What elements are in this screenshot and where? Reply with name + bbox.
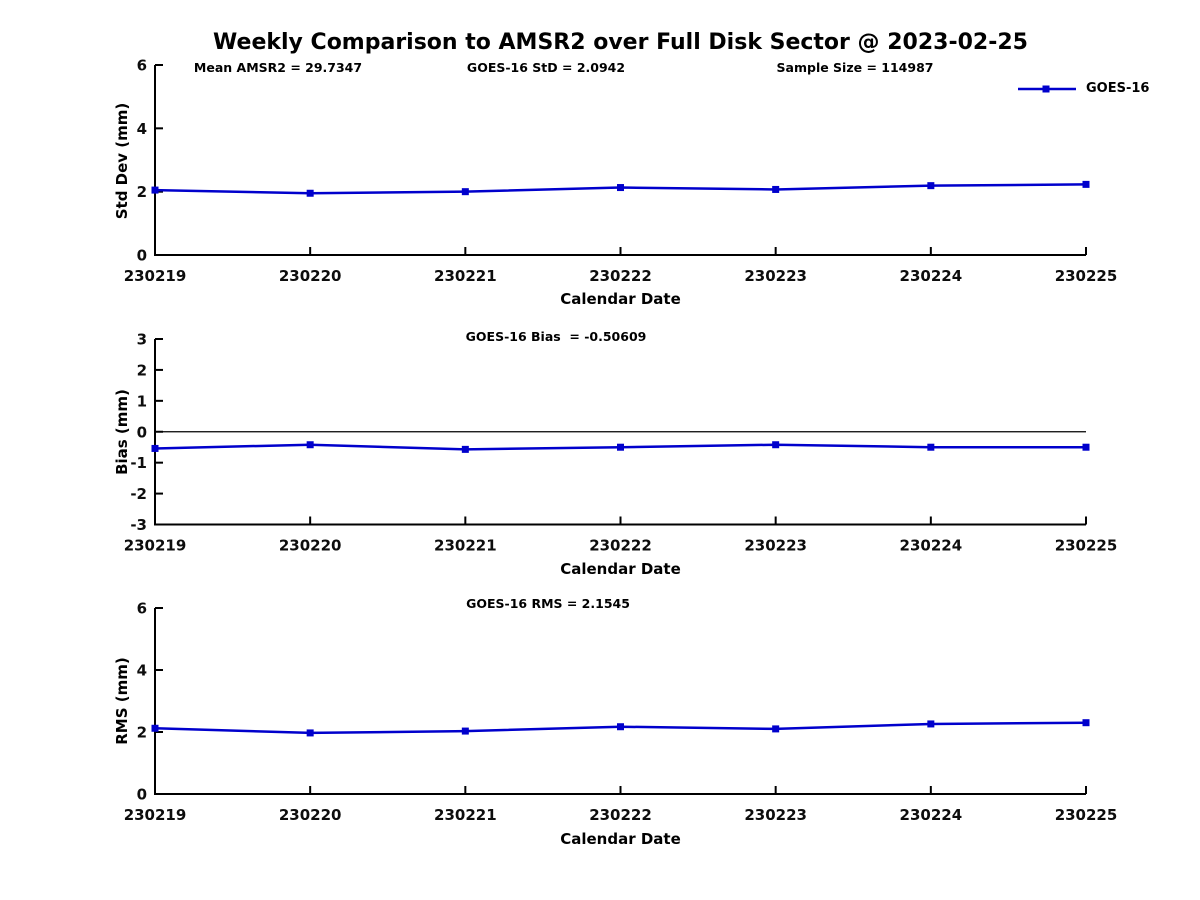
x-tick-label: 230225 (1055, 537, 1118, 555)
y-tick-label: 3 (137, 331, 147, 349)
x-tick-label: 230224 (900, 806, 963, 824)
x-tick-label: 230222 (589, 267, 652, 285)
y-tick-label: 4 (137, 120, 147, 138)
x-tick-label: 230223 (744, 267, 807, 285)
data-point-marker (306, 189, 314, 197)
data-point-marker (151, 186, 159, 194)
data-point-marker (772, 441, 780, 449)
data-point-marker (927, 182, 935, 190)
annotation-goes16-std: GOES-16 StD = 2.0942 (466, 60, 626, 75)
x-tick-label: 230219 (124, 537, 187, 555)
y-tick-label: 0 (137, 247, 147, 265)
x-tick-label: 230223 (744, 806, 807, 824)
y-tick-label: 6 (137, 600, 147, 618)
x-axis-title-std-dev: Calendar Date (560, 290, 681, 308)
x-tick-label: 230219 (124, 806, 187, 824)
data-point-marker (1082, 443, 1090, 451)
axes-frame (154, 65, 1086, 256)
x-tick-label: 230225 (1055, 806, 1118, 824)
annotation-goes16-rms: GOES-16 RMS = 2.1545 (466, 596, 630, 611)
data-point-marker (1082, 180, 1090, 188)
data-point-marker (151, 724, 159, 732)
data-point-marker (151, 444, 159, 452)
data-point-marker (306, 729, 314, 737)
data-point-marker (927, 720, 935, 728)
y-tick-label: 4 (137, 662, 147, 680)
data-point-marker (461, 727, 469, 735)
subplot-rms: 0 2 4 6 230219 230220 230221 230222 230223 230224… (124, 600, 1118, 825)
data-point-marker (772, 185, 780, 193)
data-point-marker (617, 184, 624, 192)
y-tick-label: 2 (137, 183, 147, 201)
legend-label-goes16: GOES-16 (1086, 81, 1150, 96)
x-tick-label: 230221 (434, 806, 497, 824)
y-tick-label: 0 (137, 786, 147, 804)
legend (1018, 85, 1076, 93)
y-tick-label: -2 (130, 485, 147, 503)
data-point-marker (617, 723, 624, 731)
y-tick-label: 6 (137, 57, 147, 75)
y-tick-label: -3 (130, 516, 147, 534)
x-tick-label: 230220 (279, 267, 342, 285)
x-tick-label: 230220 (279, 806, 342, 824)
annotation-goes16-bias: GOES-16 Bias = -0.50609 (465, 329, 647, 344)
x-tick-label: 230220 (279, 537, 342, 555)
x-axis-title-rms: Calendar Date (560, 830, 681, 848)
figure-title: Weekly Comparison to AMSR2 over Full Dis… (213, 30, 1028, 55)
x-tick-label: 230223 (744, 537, 807, 555)
x-axis-title-bias: Calendar Date (560, 560, 681, 578)
y-tick-label: 1 (137, 392, 147, 410)
subplot-bias: -3 -2 -1 0 1 2 3 230219 230220 230221 230222 230223… (124, 331, 1118, 555)
legend-marker-sample (1042, 85, 1050, 93)
data-point-marker (461, 445, 469, 453)
annotation-sample-size: Sample Size = 114987 (776, 60, 934, 75)
data-point-marker (461, 188, 469, 196)
x-tick-label: 230222 (589, 806, 652, 824)
x-tick-label: 230224 (900, 537, 963, 555)
axes-frame (154, 608, 1086, 795)
y-tick-label: -1 (130, 454, 147, 472)
x-tick-label: 230219 (124, 267, 187, 285)
y-tick-label: 0 (137, 423, 147, 441)
x-tick-label: 230224 (900, 267, 963, 285)
y-tick-label: 2 (137, 724, 147, 742)
x-tick-label: 230222 (589, 537, 652, 555)
data-point-marker (617, 443, 624, 451)
subplot-std-dev: 0 2 4 6 230219 230220 230221 230222 230223 230224… (124, 57, 1118, 286)
data-point-marker (927, 443, 935, 451)
data-point-marker (1082, 719, 1090, 727)
annotation-mean-amsr2: Mean AMSR2 = 29.7347 (193, 60, 363, 75)
x-tick-label: 230225 (1055, 267, 1118, 285)
data-point-marker (772, 725, 780, 733)
x-tick-label: 230221 (434, 267, 497, 285)
x-tick-label: 230221 (434, 537, 497, 555)
y-tick-label: 2 (137, 361, 147, 379)
data-point-marker (306, 441, 314, 449)
